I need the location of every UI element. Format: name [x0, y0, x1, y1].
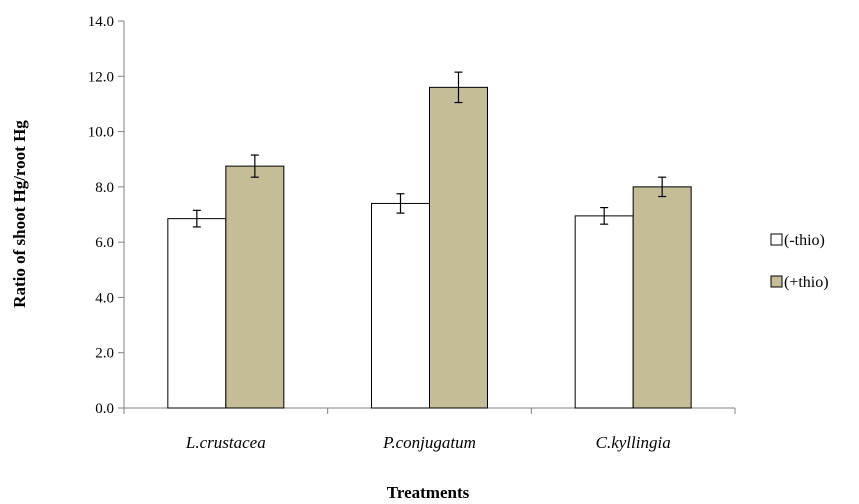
- bar: [167, 218, 227, 409]
- x-axis: L.crustacea P.conjugatum C.kyllingia: [123, 407, 736, 452]
- x-tick-label: C.kyllingia: [596, 433, 671, 452]
- bar: [225, 165, 285, 409]
- x-tick-label: L.crustacea: [185, 433, 266, 452]
- y-tick-label: 8.0: [95, 180, 114, 196]
- y-tick-label: 12.0: [88, 69, 114, 85]
- bar: [429, 86, 488, 409]
- legend-label: (-thio): [784, 232, 825, 249]
- legend-label: (+thio): [784, 274, 829, 291]
- y-axis-title: Ratio of shoot Hg/root Hg: [10, 120, 29, 308]
- y-axis: 0.0 2.0 4.0 6.0 8.0 10.0 12.0 14.0: [88, 14, 125, 417]
- error-bars: [192, 71, 667, 228]
- y-tick-label: 10.0: [88, 125, 114, 141]
- y-tick-label: 14.0: [88, 14, 114, 30]
- x-tick-label: P.conjugatum: [382, 433, 476, 452]
- bar: [574, 215, 634, 409]
- y-tick-label: 2.0: [95, 346, 114, 362]
- y-tick-label: 0.0: [95, 401, 114, 417]
- legend: (-thio) (+thio): [770, 232, 829, 291]
- legend-swatch: [770, 275, 783, 288]
- legend-swatch: [770, 233, 783, 246]
- bars: [167, 86, 692, 409]
- bar: [371, 202, 430, 409]
- bar: [632, 186, 692, 409]
- y-tick-label: 4.0: [95, 290, 114, 306]
- y-tick-label: 6.0: [95, 235, 114, 251]
- x-axis-title: Treatments: [387, 483, 470, 502]
